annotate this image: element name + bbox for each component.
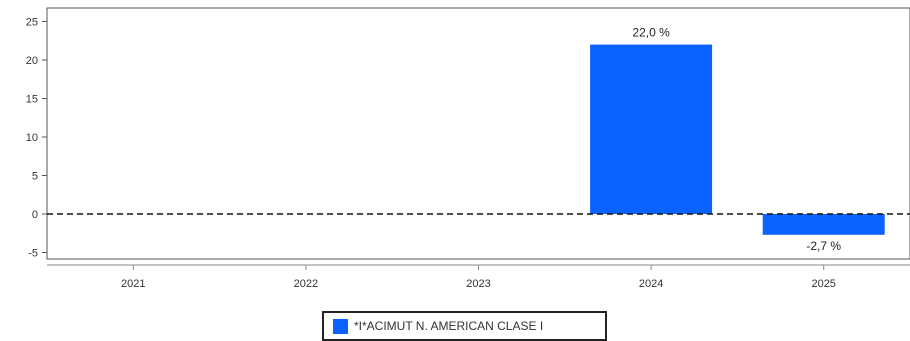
x-tick-label: 2021 [121, 278, 145, 290]
x-tick-label: 2023 [466, 278, 490, 290]
x-tick-label: 2025 [811, 278, 835, 290]
legend-swatch [333, 318, 348, 334]
data-label-2025: -2,7 % [806, 239, 841, 253]
y-tick-label: 25 [26, 17, 38, 29]
x-tick-label: 2022 [294, 278, 318, 290]
x-tick-label: 2024 [639, 278, 663, 290]
bar-2025 [762, 214, 885, 235]
y-axis: -5 0 5 10 15 20 25 [26, 17, 47, 260]
y-tick-label: 5 [32, 171, 38, 183]
y-tick-label: 15 [26, 94, 38, 106]
data-labels: 22,0 % -2,7 % [632, 26, 841, 253]
data-label-2024: 22,0 % [632, 26, 670, 40]
y-tick-label: 0 [32, 209, 38, 221]
y-tick-label: 20 [26, 55, 38, 67]
x-axis: 2021 2022 2023 2024 2025 [47, 264, 910, 290]
legend-label: *I*ACIMUT N. AMERICAN CLASE I [354, 319, 544, 333]
bars [590, 44, 885, 235]
y-tick-label: 10 [26, 132, 38, 144]
y-tick-label: -5 [28, 248, 38, 260]
bar-2024 [590, 44, 713, 214]
plot-frame [46, 7, 910, 260]
